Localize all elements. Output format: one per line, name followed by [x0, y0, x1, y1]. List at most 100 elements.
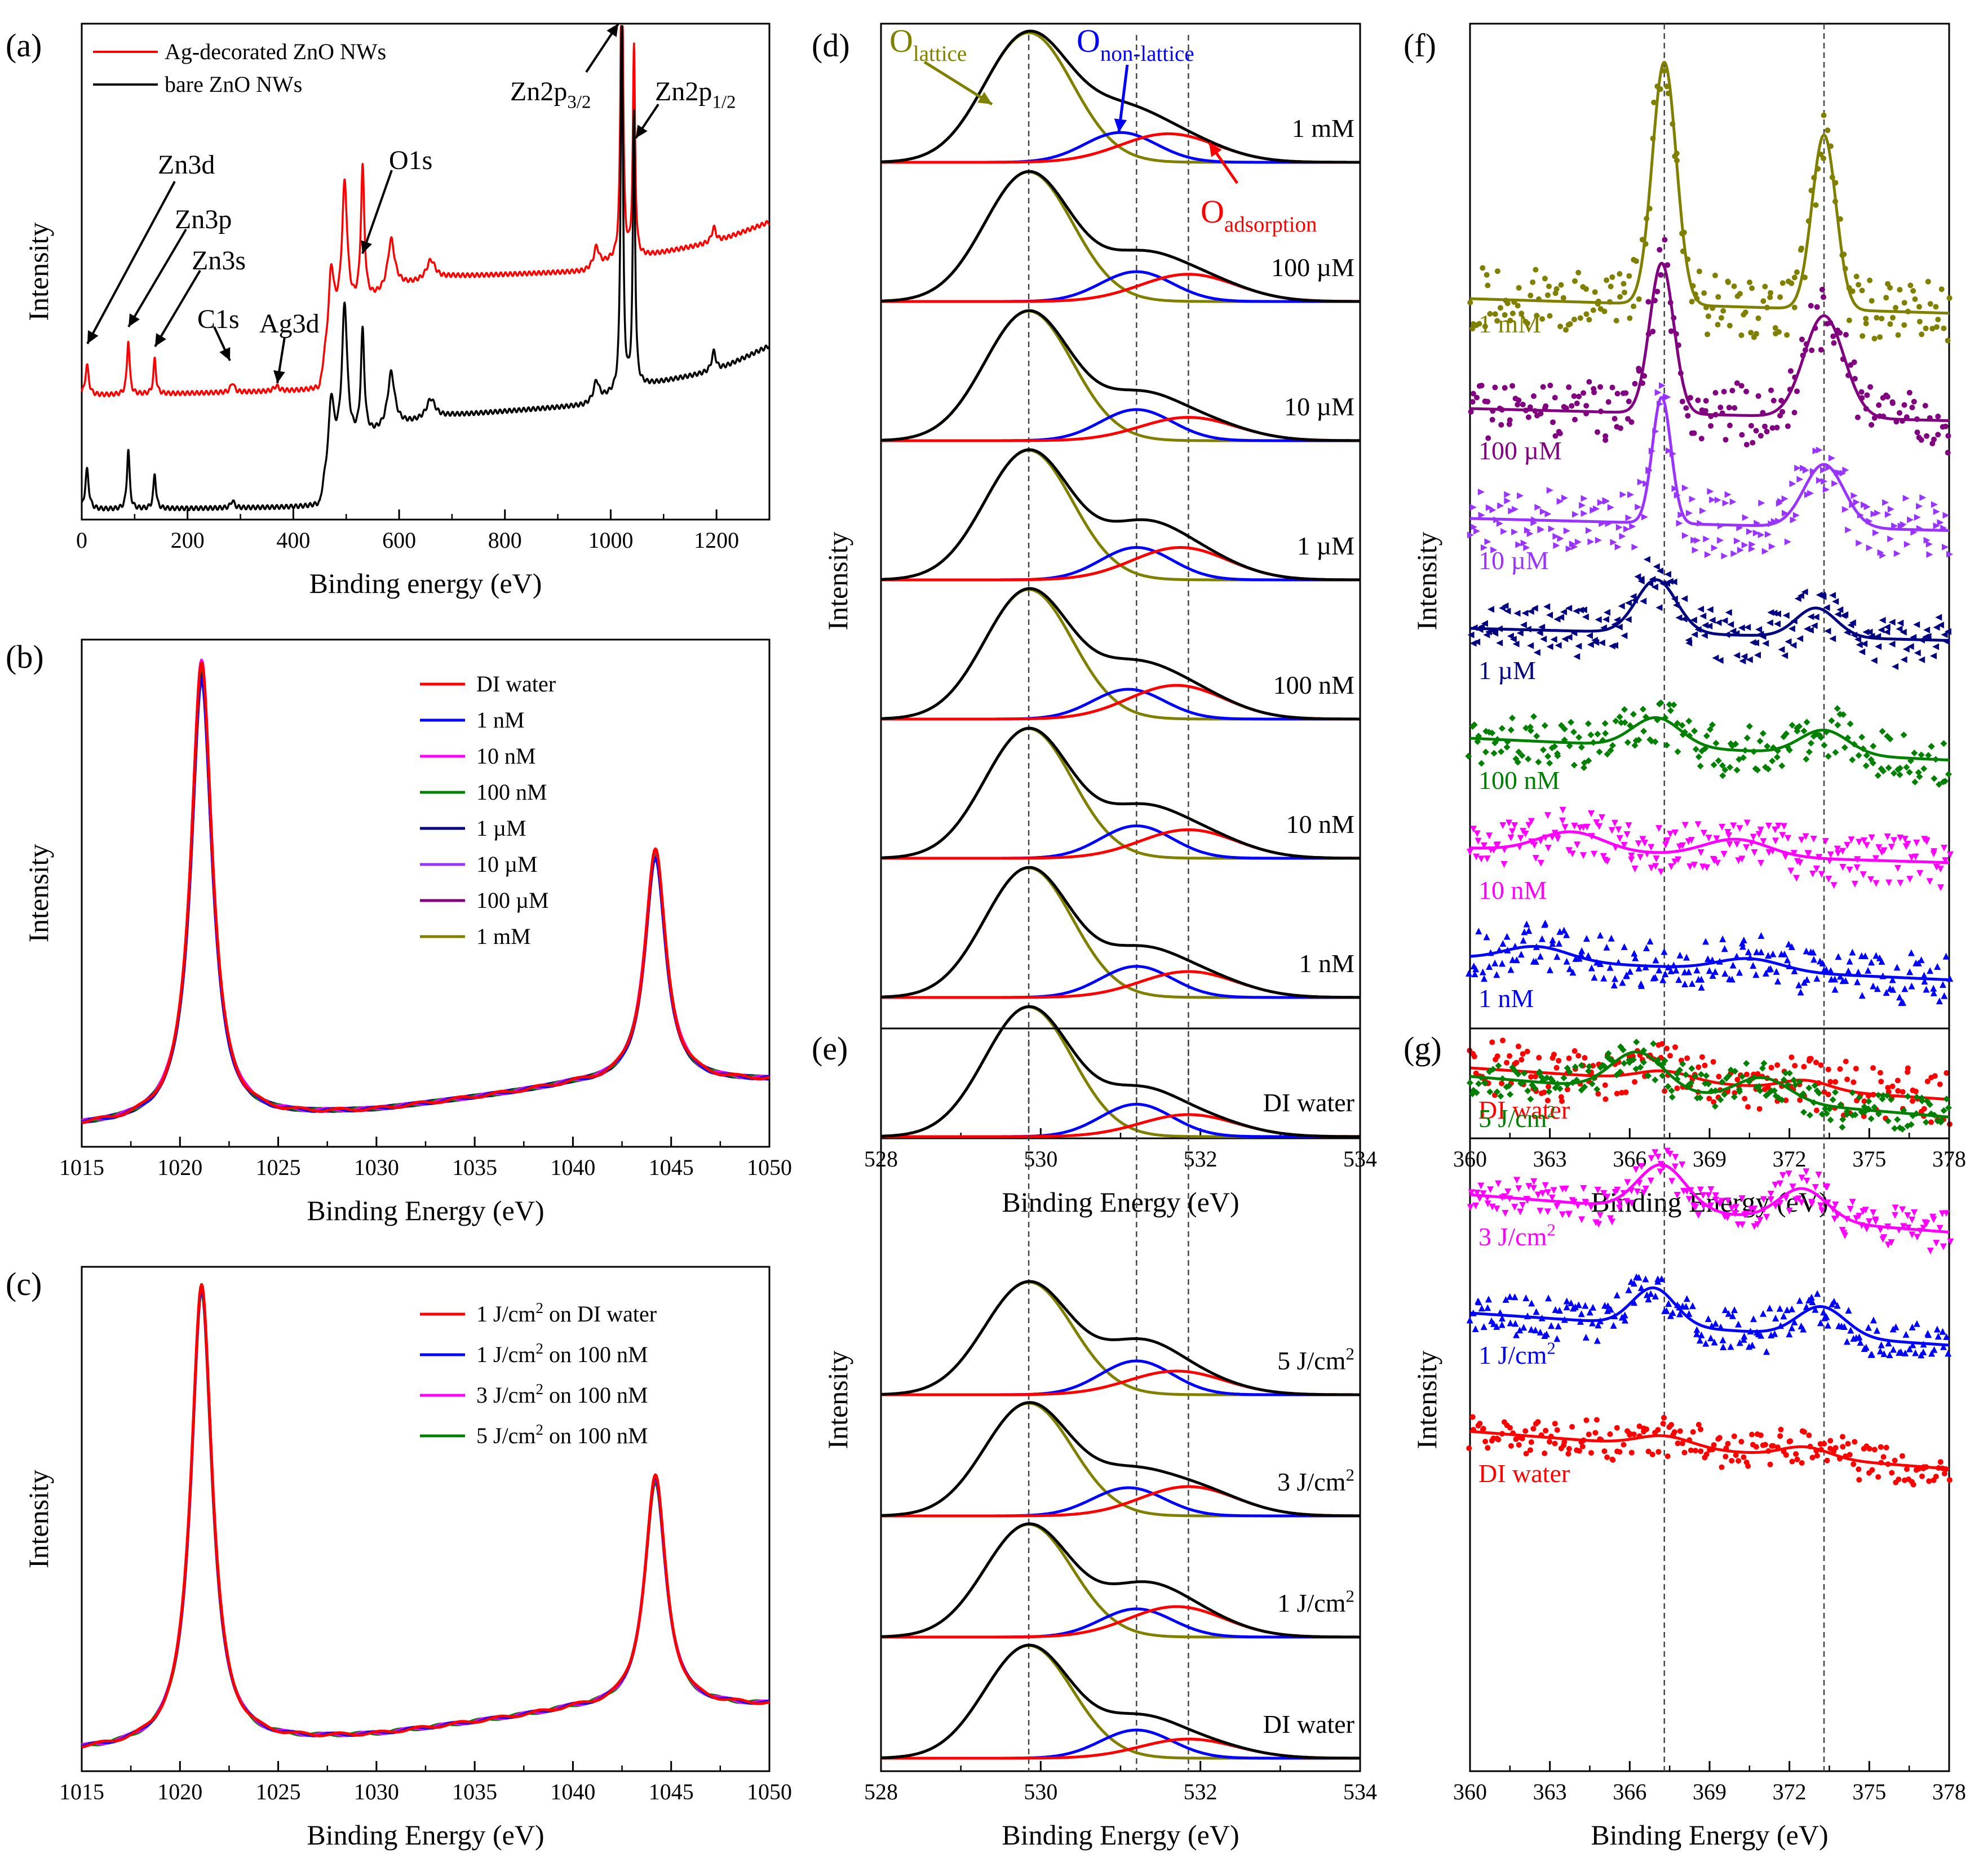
- data-point: [1836, 973, 1844, 980]
- data-point: [1467, 531, 1474, 539]
- data-point: [1781, 495, 1788, 503]
- data-point: [1556, 498, 1564, 505]
- data-point: [1711, 1442, 1717, 1448]
- data-point: [1697, 1094, 1704, 1102]
- data-point: [1542, 920, 1549, 927]
- data-point: [1590, 307, 1596, 313]
- data-point: [1525, 927, 1533, 934]
- data-point: [1791, 274, 1798, 281]
- data-point: [1647, 1290, 1654, 1297]
- data-point: [1618, 602, 1625, 610]
- data-point: [1944, 628, 1951, 635]
- data-point: [1746, 528, 1754, 535]
- data-point: [1808, 1055, 1814, 1062]
- annotation-arrowhead: [219, 347, 231, 361]
- data-point: [1683, 1302, 1690, 1310]
- panel-label: (b): [6, 638, 44, 675]
- data-point: [1573, 653, 1580, 660]
- data-point: [1863, 842, 1870, 849]
- x-tick-label: 360: [1453, 1779, 1487, 1804]
- data-point: [1945, 338, 1951, 344]
- data-point: [1733, 841, 1741, 848]
- data-point: [1856, 641, 1863, 649]
- data-point: [1631, 1431, 1637, 1438]
- data-point: [1544, 812, 1551, 819]
- fit-curve: [1469, 944, 1950, 982]
- data-point: [1602, 616, 1609, 623]
- data-point: [1738, 1195, 1746, 1202]
- data-point: [1941, 992, 1948, 999]
- data-point: [1854, 414, 1861, 420]
- data-point: [1652, 1149, 1659, 1156]
- data-point: [1721, 1091, 1728, 1098]
- data-point: [1466, 1445, 1472, 1451]
- x-tick-label: 1040: [550, 1779, 595, 1804]
- data-point: [1745, 948, 1752, 955]
- data-point: [1604, 858, 1611, 865]
- data-point: [1591, 389, 1597, 396]
- data-point: [1720, 308, 1726, 314]
- data-point: [1897, 287, 1903, 293]
- data-point: [1507, 417, 1513, 423]
- data-point: [1727, 423, 1733, 428]
- data-point: [1947, 1238, 1954, 1245]
- data-point: [1925, 1331, 1932, 1338]
- data-point: [1659, 1041, 1665, 1047]
- data-point: [1637, 575, 1645, 583]
- data-point: [1689, 495, 1696, 503]
- data-point: [1571, 1303, 1579, 1310]
- data-point: [1874, 314, 1880, 321]
- data-point: [1858, 389, 1865, 395]
- data-point: [1679, 1440, 1685, 1447]
- data-point: [1624, 1179, 1631, 1186]
- data-point: [1884, 1241, 1892, 1249]
- data-point: [1843, 332, 1849, 338]
- data-point: [1774, 978, 1782, 985]
- data-point: [1719, 935, 1726, 942]
- data-point: [1666, 578, 1673, 585]
- data-point: [1821, 478, 1828, 485]
- data-point: [1705, 1080, 1712, 1088]
- data-point: [1618, 425, 1623, 431]
- data-point: [1675, 856, 1682, 863]
- data-point: [1542, 1182, 1549, 1189]
- data-point: [1757, 433, 1764, 439]
- data-point: [1578, 1062, 1585, 1069]
- data-point: [1466, 969, 1473, 977]
- x-tick-label: 1050: [747, 1779, 792, 1804]
- data-point: [1796, 476, 1804, 483]
- data-point: [1556, 1307, 1563, 1314]
- data-point: [1585, 757, 1592, 764]
- data-point: [1587, 1204, 1595, 1211]
- data-point: [1743, 442, 1750, 447]
- data-point: [1748, 330, 1754, 336]
- data-point: [1896, 1476, 1902, 1483]
- data-point: [1594, 730, 1601, 738]
- data-point: [1468, 409, 1474, 415]
- data-point: [1807, 490, 1814, 497]
- data-point: [1946, 295, 1953, 301]
- data-point: [1674, 748, 1681, 755]
- data-point: [1517, 951, 1525, 958]
- data-point: [1907, 1121, 1915, 1128]
- data-point: [1544, 844, 1552, 851]
- data-point: [1809, 1454, 1816, 1461]
- data-point: [1491, 629, 1499, 637]
- data-point: [1772, 325, 1778, 331]
- data-point: [1862, 952, 1869, 960]
- data-point: [1758, 499, 1765, 507]
- data-point: [1571, 393, 1577, 399]
- data-point: [1679, 842, 1686, 849]
- data-point: [1914, 1234, 1921, 1241]
- data-point: [1668, 1178, 1676, 1185]
- data-point: [1507, 726, 1515, 734]
- stack-label: 3 J/cm2: [1277, 1465, 1354, 1496]
- data-point: [1655, 825, 1663, 832]
- y-axis-label: Intensity: [1411, 1351, 1442, 1449]
- data-point: [1911, 749, 1918, 757]
- data-point: [1839, 469, 1847, 477]
- data-point: [1821, 294, 1826, 300]
- data-point: [1685, 509, 1693, 517]
- fit-curve: [1469, 1050, 1950, 1119]
- data-point: [1555, 1323, 1562, 1330]
